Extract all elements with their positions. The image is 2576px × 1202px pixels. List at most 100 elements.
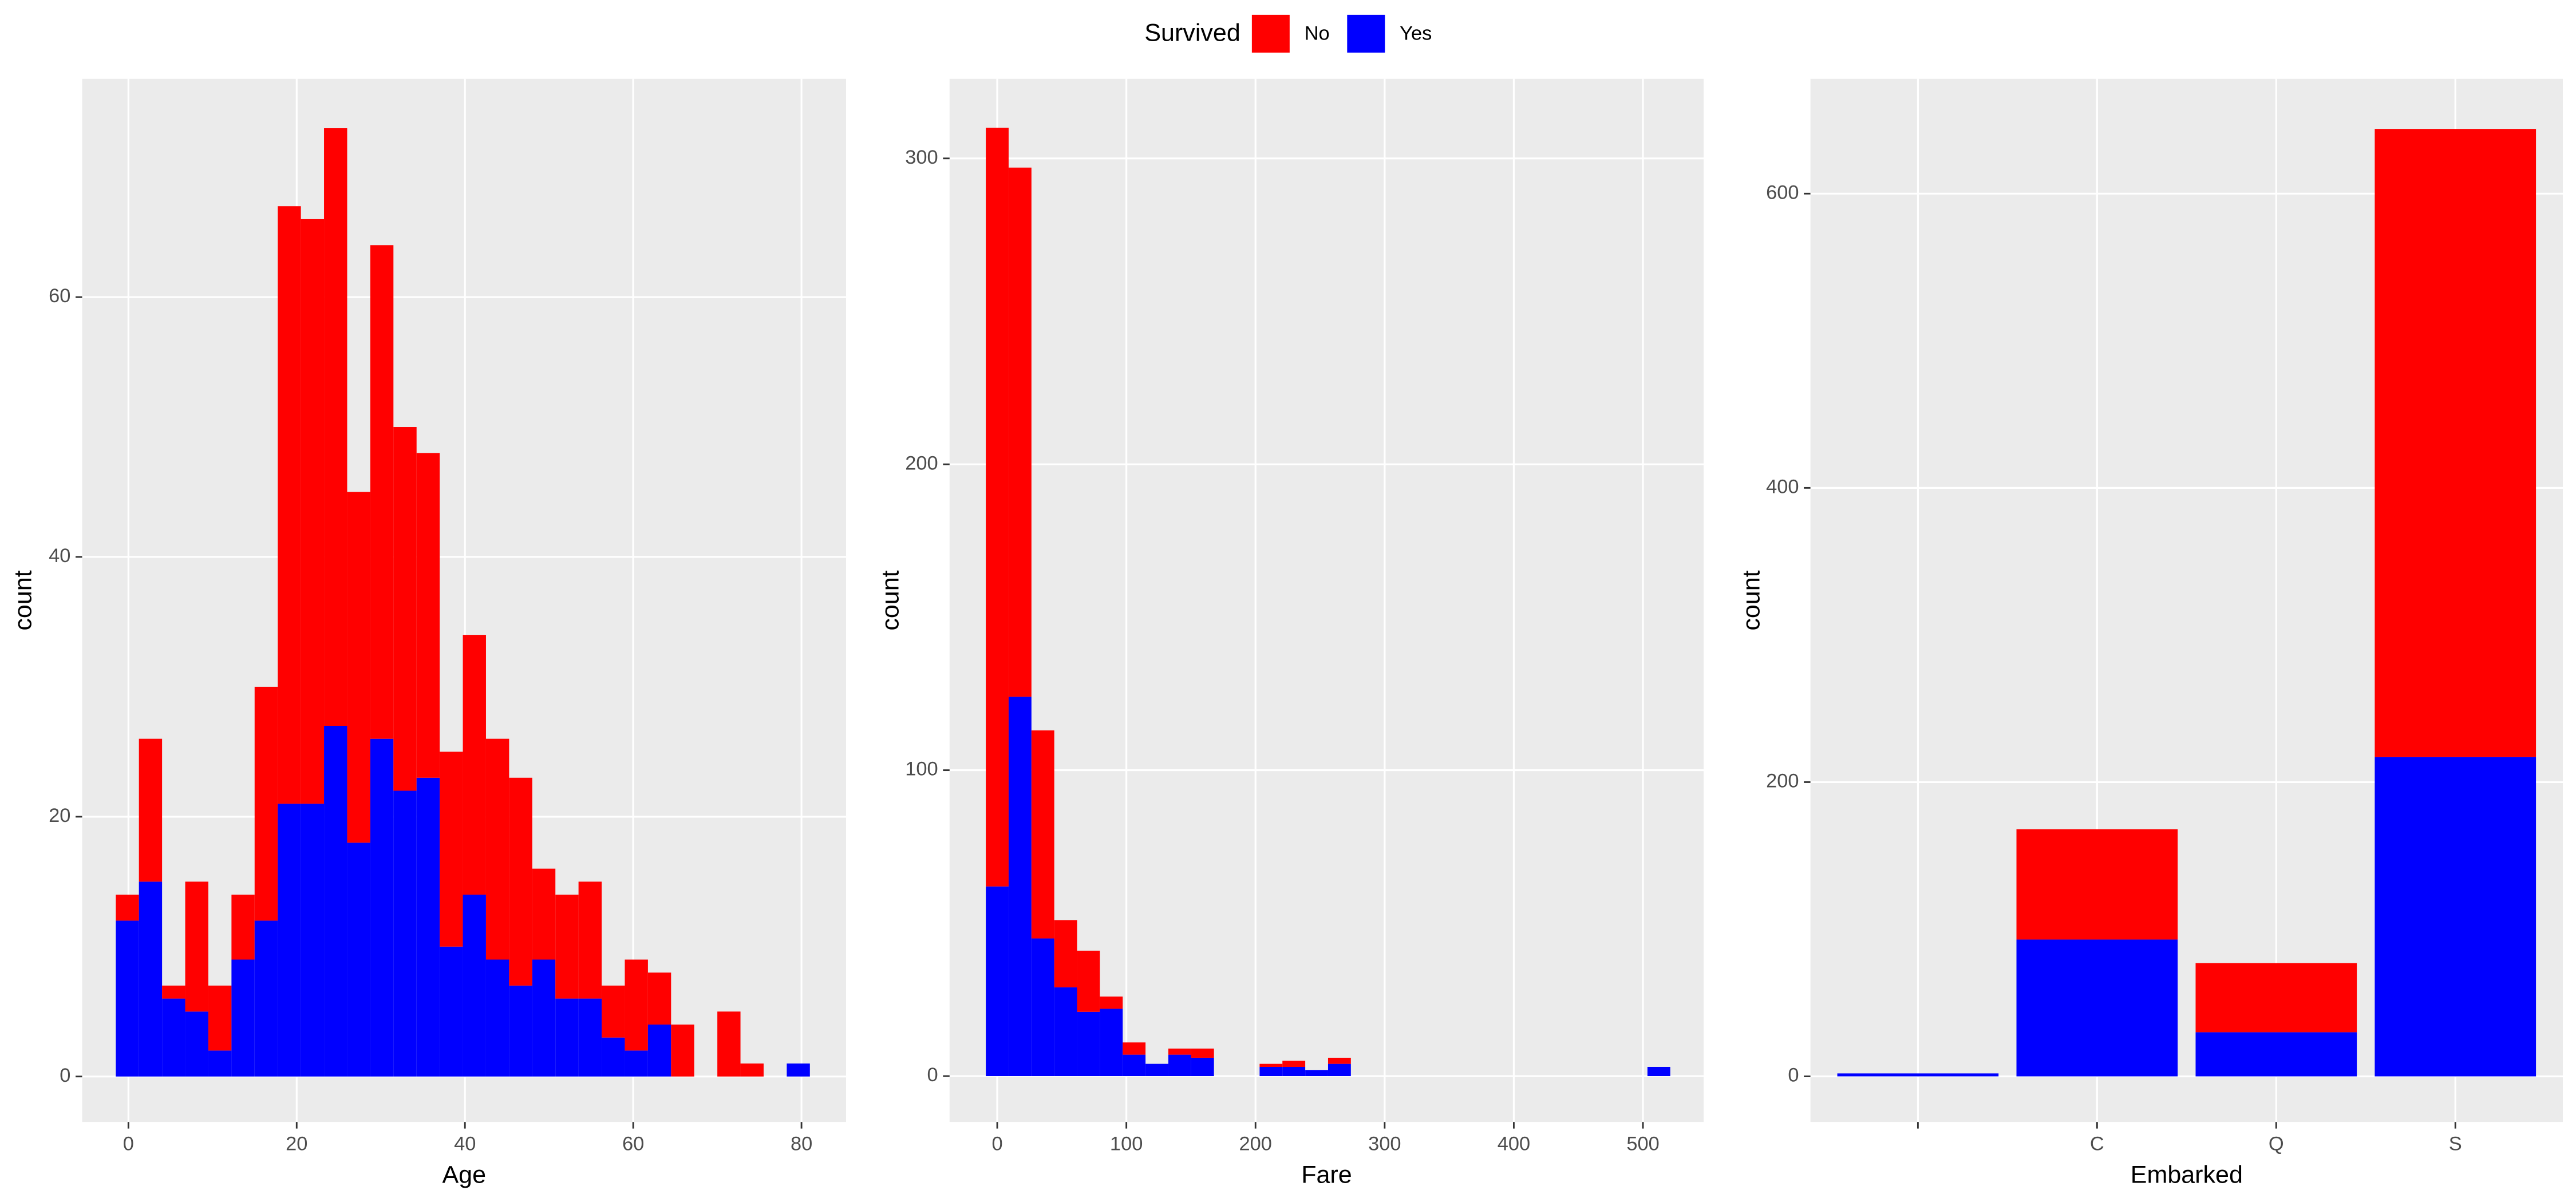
histogram-bar <box>1327 1063 1351 1077</box>
x-tick-label: S <box>2449 1133 2462 1154</box>
x-tick-label: 200 <box>1239 1133 1272 1154</box>
histogram-bar <box>1031 938 1054 1077</box>
histogram-bar <box>301 804 325 1077</box>
x-tick-label: 300 <box>1368 1133 1401 1154</box>
y-tick-label: 300 <box>905 147 938 168</box>
histogram-bar <box>416 777 440 1077</box>
y-tick-label: 60 <box>49 285 70 307</box>
histogram-bar <box>717 1011 741 1077</box>
legend-label: Yes <box>1400 22 1432 44</box>
histogram-bar <box>1305 1070 1328 1077</box>
y-tick-label: 100 <box>905 758 938 780</box>
histogram-bar <box>301 219 325 804</box>
legend-label: No <box>1305 22 1330 44</box>
histogram-bar <box>347 843 370 1077</box>
histogram-bar <box>1191 1048 1214 1058</box>
histogram-bar <box>139 881 163 1077</box>
histogram-bar <box>1123 1042 1146 1055</box>
x-tick-label: C <box>2090 1133 2104 1154</box>
y-tick-label: 200 <box>1766 770 1799 792</box>
histogram-bar <box>1327 1057 1351 1064</box>
x-tick-label: 0 <box>991 1133 1002 1154</box>
histogram-bar <box>740 1063 764 1077</box>
histogram-bar <box>278 804 301 1077</box>
histogram-bar <box>231 959 255 1077</box>
y-tick-label: 600 <box>1766 181 1799 203</box>
y-tick-label: 20 <box>49 805 70 827</box>
histogram-bar <box>787 1063 810 1077</box>
histogram-bar <box>185 1011 208 1077</box>
histogram-bar <box>463 635 486 895</box>
histogram-bar <box>1145 1063 1168 1077</box>
histogram-bar <box>509 777 532 986</box>
x-tick-label: 20 <box>286 1133 307 1154</box>
histogram-bar <box>1282 1066 1306 1077</box>
histogram-bar <box>1191 1057 1214 1077</box>
histogram-bar <box>1259 1066 1283 1077</box>
bar <box>2016 829 2178 940</box>
histogram-bar <box>1054 987 1077 1077</box>
histogram-bar <box>347 492 370 843</box>
x-tick-label: 80 <box>791 1133 812 1154</box>
histogram-bar <box>986 128 1009 887</box>
histogram-bar <box>1647 1066 1670 1077</box>
bar <box>2374 757 2537 1077</box>
histogram-bar <box>116 920 139 1077</box>
y-tick-label: 0 <box>927 1064 938 1086</box>
histogram-bar <box>231 895 255 960</box>
x-axis-title: Age <box>442 1161 486 1188</box>
histogram-bar <box>162 998 185 1077</box>
histogram-bar <box>602 985 625 1038</box>
x-tick-label: 0 <box>123 1133 134 1154</box>
legend-key <box>1251 14 1290 53</box>
legend-title: Survived <box>1144 19 1240 47</box>
x-tick-label: 40 <box>454 1133 476 1154</box>
histogram-bar <box>1077 950 1100 1012</box>
histogram-bar <box>254 920 278 1077</box>
histogram-bar <box>625 959 648 1051</box>
histogram-bar <box>1031 730 1054 939</box>
histogram-bar <box>370 738 394 1077</box>
x-tick-label: 400 <box>1498 1133 1530 1154</box>
legend-key <box>1347 14 1385 53</box>
histogram-bar <box>485 959 509 1077</box>
histogram-bar <box>578 881 602 999</box>
histogram-bar <box>647 1024 671 1077</box>
histogram-bar <box>1100 997 1123 1009</box>
x-tick-label: 500 <box>1626 1133 1659 1154</box>
histogram-bar <box>1077 1011 1100 1077</box>
y-axis-title: count <box>1738 570 1765 630</box>
histogram-bar <box>463 895 486 1077</box>
histogram-bar <box>532 868 556 960</box>
histogram-bar <box>532 959 556 1077</box>
histogram-bar <box>208 1050 232 1077</box>
histogram-bar <box>370 245 394 739</box>
bar <box>2374 129 2537 757</box>
histogram-bar <box>509 985 532 1077</box>
histogram-bar <box>208 985 232 1051</box>
x-axis-title: Fare <box>1301 1161 1352 1188</box>
histogram-bar <box>1168 1054 1191 1077</box>
histogram-bar <box>602 1037 625 1077</box>
histogram-bar <box>1008 697 1032 1077</box>
histogram-bar <box>116 895 139 921</box>
x-tick-label: Q <box>2269 1133 2284 1154</box>
histogram-bar <box>555 895 579 999</box>
histogram-bar <box>416 453 440 778</box>
histogram-bar <box>1259 1063 1283 1067</box>
histogram-bar <box>647 972 671 1025</box>
y-axis-title: count <box>9 570 37 630</box>
y-tick-label: 0 <box>1788 1065 1799 1086</box>
histogram-bar <box>1054 920 1077 988</box>
histogram-bar <box>1282 1061 1306 1067</box>
y-tick-label: 400 <box>1766 476 1799 497</box>
x-axis-title: Embarked <box>2131 1161 2243 1188</box>
histogram-bar <box>555 998 579 1077</box>
histogram-bar <box>324 725 347 1077</box>
histogram-bar <box>393 790 417 1077</box>
histogram-bar <box>625 1050 648 1077</box>
histogram-bar <box>162 985 185 999</box>
histogram-bar <box>254 686 278 921</box>
histogram-bar <box>1008 167 1032 697</box>
histogram-bar <box>1168 1048 1191 1055</box>
